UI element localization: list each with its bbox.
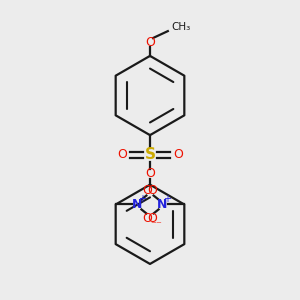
Text: O: O <box>145 167 155 180</box>
Text: +: + <box>138 194 146 203</box>
Text: O: O <box>143 212 153 225</box>
Text: N: N <box>157 198 168 211</box>
Text: ⁻: ⁻ <box>151 220 157 230</box>
Text: O: O <box>145 35 155 49</box>
Text: N: N <box>132 198 143 211</box>
Text: O: O <box>117 148 127 161</box>
Text: O: O <box>147 184 157 197</box>
Text: ⁻: ⁻ <box>155 220 161 230</box>
Text: CH₃: CH₃ <box>172 22 191 32</box>
Text: O: O <box>173 148 183 161</box>
Text: O: O <box>143 184 153 197</box>
Text: O: O <box>147 212 157 225</box>
Text: +: + <box>164 194 172 203</box>
Text: S: S <box>145 148 155 163</box>
